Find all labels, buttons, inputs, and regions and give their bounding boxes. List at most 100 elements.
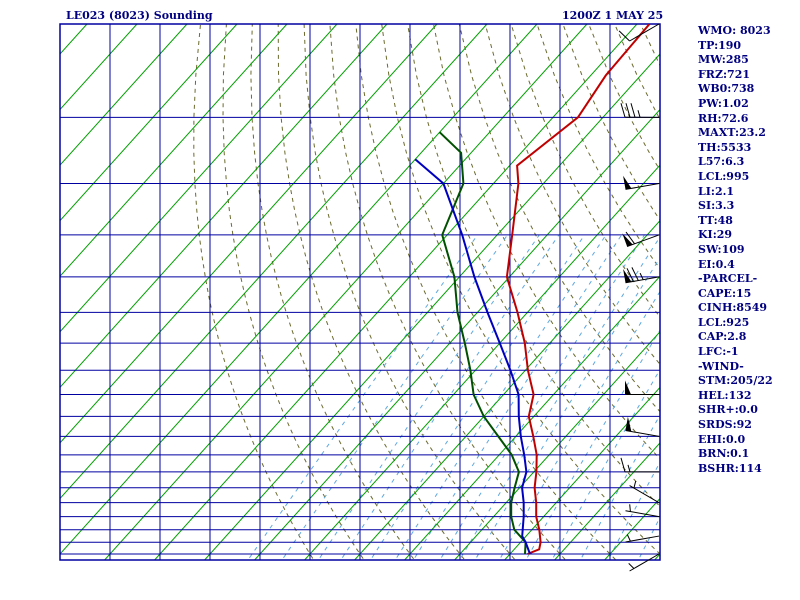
wind-barbs bbox=[618, 23, 660, 572]
index-line: MAXT:23.2 bbox=[698, 126, 766, 140]
mixing-ratio-line bbox=[458, 235, 660, 560]
dry-adiabat-line bbox=[193, 24, 315, 560]
mixing-ratio-line bbox=[412, 234, 623, 560]
wind-barb bbox=[622, 231, 660, 247]
wind-barb-half-flag bbox=[637, 110, 641, 118]
mixing-ratio-line bbox=[340, 234, 560, 560]
wind-barb-pennant bbox=[622, 233, 633, 247]
isotherm-line bbox=[60, 24, 388, 389]
dewpoint-trace bbox=[438, 131, 527, 555]
wind-barb-pennant bbox=[623, 175, 632, 190]
wind-barb-staff bbox=[625, 276, 660, 284]
wind-barb-half-flag bbox=[628, 563, 635, 569]
index-line: BSHR:114 bbox=[698, 461, 762, 475]
index-line: HEL:132 bbox=[698, 388, 752, 402]
isotherm-line bbox=[204, 53, 660, 560]
wind-barb bbox=[624, 380, 660, 395]
chart-title: LE023 (8023) Sounding bbox=[66, 9, 213, 22]
wind-barb-staff bbox=[625, 510, 660, 518]
index-line: LFC:-1 bbox=[698, 345, 739, 359]
dry-adiabat-line bbox=[536, 24, 660, 270]
wind-barb-flag bbox=[625, 231, 636, 245]
isotherm-line bbox=[60, 24, 138, 111]
mixing-ratio-line bbox=[394, 234, 607, 560]
dry-adiabat-line bbox=[381, 24, 660, 555]
pressure-grid bbox=[59, 23, 661, 561]
wind-barb-staff bbox=[629, 485, 660, 504]
isotherm-line bbox=[60, 24, 88, 55]
index-line: SW:109 bbox=[698, 242, 745, 256]
isotherms bbox=[0, 24, 660, 560]
isotherm-line bbox=[554, 442, 660, 560]
index-line: LI:2.1 bbox=[698, 184, 735, 198]
isotherm-line bbox=[404, 275, 660, 560]
index-line: WMO: 8023 bbox=[698, 24, 771, 37]
index-line: TH:5533 bbox=[698, 140, 752, 154]
mixing-ratio-line bbox=[369, 234, 586, 560]
wind-barb bbox=[625, 504, 660, 518]
index-line: -WIND- bbox=[698, 359, 744, 373]
wind-barb-flag bbox=[620, 103, 626, 118]
index-line: CAP:2.8 bbox=[698, 330, 747, 344]
dry-adiabat-line bbox=[222, 24, 365, 560]
mixing-ratio-line bbox=[247, 234, 479, 560]
index-line: SHR+:0.0 bbox=[698, 403, 758, 417]
wind-barb-half-flag bbox=[633, 480, 637, 489]
wind-barb-half-flag bbox=[639, 272, 644, 280]
index-line: CINH:8549 bbox=[698, 301, 768, 315]
indices-panel: WMO: 8023 TP:190 MW:285 FRZ:721 WB0:738 PW:1.… bbox=[698, 24, 798, 476]
wind-barb bbox=[629, 480, 660, 504]
wind-barb-staff bbox=[629, 23, 660, 42]
wind-barb bbox=[625, 534, 660, 543]
wind-barb-pennant bbox=[625, 380, 631, 395]
index-line: PW:1.02 bbox=[698, 96, 749, 110]
wind-barb bbox=[618, 23, 660, 42]
wind-barb-pennant bbox=[625, 416, 632, 432]
wind-barb-half-flag bbox=[627, 464, 631, 473]
index-line: LCL:995 bbox=[698, 169, 750, 183]
mixing-ratio-line bbox=[317, 234, 540, 560]
sounding-traces bbox=[414, 24, 651, 555]
wind-barb-flag bbox=[626, 268, 634, 282]
isotherm-line bbox=[504, 386, 660, 560]
dry-adiabat-line bbox=[303, 24, 516, 560]
index-line: KI:29 bbox=[698, 228, 733, 242]
isotherm-line bbox=[60, 24, 238, 222]
dry-adiabat-line bbox=[250, 24, 416, 560]
wind-barb-flag bbox=[618, 30, 630, 42]
index-line: TT:48 bbox=[698, 213, 733, 227]
isotherm-line bbox=[354, 219, 660, 560]
index-line: STM:205/22 bbox=[698, 374, 773, 388]
index-line: MW:285 bbox=[698, 53, 749, 67]
dry-adiabat-line bbox=[355, 24, 617, 560]
mixing-ratio-line bbox=[439, 234, 645, 560]
index-line: TP:190 bbox=[698, 38, 742, 52]
isotherm-line bbox=[60, 24, 488, 500]
isotherm-line bbox=[0, 24, 37, 560]
dry-adiabat-line bbox=[407, 24, 660, 508]
index-line: FRZ:721 bbox=[698, 67, 751, 81]
isotherm-line bbox=[60, 24, 438, 444]
plot-frame bbox=[59, 23, 661, 561]
wind-barb bbox=[623, 267, 660, 284]
isotherm-line bbox=[254, 108, 660, 560]
wind-barb bbox=[620, 103, 660, 118]
index-line: RH:72.6 bbox=[698, 111, 749, 125]
wind-barb bbox=[620, 457, 660, 473]
index-line: L57:6.3 bbox=[698, 155, 745, 169]
isotherm-line bbox=[304, 164, 660, 560]
index-line: EI:0.4 bbox=[698, 257, 735, 271]
index-line: LCL:925 bbox=[698, 315, 750, 329]
index-line: WB0:738 bbox=[698, 82, 755, 96]
isotherm-line bbox=[60, 24, 188, 166]
index-line: SI:3.3 bbox=[698, 199, 735, 213]
index-line: BRN:0.1 bbox=[698, 447, 750, 461]
isotherm-line bbox=[154, 24, 638, 560]
wind-barb bbox=[628, 553, 660, 572]
wind-barb-flag bbox=[620, 457, 626, 473]
wind-barb bbox=[625, 416, 660, 437]
index-line: CAPE:15 bbox=[698, 286, 752, 300]
index-line: EHI:0.0 bbox=[698, 432, 746, 446]
wind-barb-half-flag bbox=[626, 534, 631, 542]
